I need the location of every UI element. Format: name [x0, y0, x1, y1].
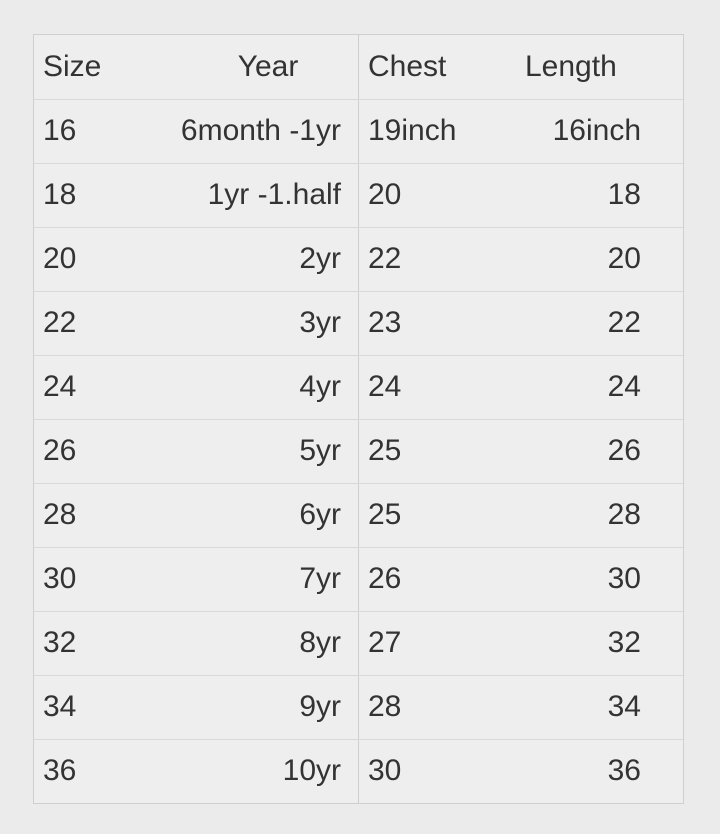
- row-divider: [34, 611, 683, 612]
- table-cell: 20: [607, 242, 641, 275]
- table-cell: 23: [368, 306, 402, 339]
- row-divider: [34, 675, 683, 676]
- table-cell: 27: [368, 626, 402, 659]
- table-cell: 19inch: [368, 114, 457, 147]
- table-cell: 1yr -1.half: [207, 178, 341, 211]
- row-divider: [34, 547, 683, 548]
- row-divider: [34, 291, 683, 292]
- table-cell: 18: [607, 178, 641, 211]
- table-cell: 26: [368, 562, 402, 595]
- table-cell: 34: [607, 690, 641, 723]
- table-cell: 2yr: [299, 242, 341, 275]
- table-cell: 4yr: [299, 370, 341, 403]
- table-cell: 30: [43, 562, 77, 595]
- table-cell: 6yr: [299, 498, 341, 531]
- table-cell: 28: [607, 498, 641, 531]
- row-divider: [34, 227, 683, 228]
- table-cell: 34: [43, 690, 77, 723]
- table-cell: 28: [368, 690, 402, 723]
- row-divider: [34, 739, 683, 740]
- table-cell: 25: [368, 498, 402, 531]
- table-cell: 24: [368, 370, 402, 403]
- table-cell: 7yr: [299, 562, 341, 595]
- table-cell: 24: [607, 370, 641, 403]
- table-cell: 24: [43, 370, 77, 403]
- row-divider: [34, 483, 683, 484]
- table-cell: 32: [607, 626, 641, 659]
- size-table: Size Year Chest Length 16 6month -1yr 19inch 16…: [33, 34, 684, 804]
- table-cell: 20: [368, 178, 402, 211]
- table-cell: 22: [607, 306, 641, 339]
- table-cell: 5yr: [299, 434, 341, 467]
- table-cell: 20: [43, 242, 77, 275]
- table-cell: 25: [368, 434, 402, 467]
- table-cell: 6month -1yr: [180, 114, 341, 147]
- table-cell: 8yr: [299, 626, 341, 659]
- table-cell: 36: [43, 754, 77, 787]
- row-divider: [34, 419, 683, 420]
- header-cell: Length: [525, 50, 617, 83]
- row-divider: [34, 355, 683, 356]
- row-divider: [34, 163, 683, 164]
- table-cell: 18: [43, 178, 77, 211]
- table-cell: 30: [607, 562, 641, 595]
- table-cell: 30: [368, 754, 402, 787]
- table-cell: 10yr: [282, 754, 341, 787]
- table-cell: 26: [43, 434, 77, 467]
- header-cell: Chest: [368, 50, 447, 83]
- table-cell: 28: [43, 498, 77, 531]
- table-cell: 26: [607, 434, 641, 467]
- header-cell: Size: [43, 50, 102, 83]
- table-cell: 3yr: [299, 306, 341, 339]
- table-cell: 32: [43, 626, 77, 659]
- table-cell: 22: [368, 242, 402, 275]
- row-divider: [34, 99, 683, 100]
- table-cell: 22: [43, 306, 77, 339]
- header-cell: Year: [237, 50, 299, 83]
- table-cell: 9yr: [299, 690, 341, 723]
- table-cell: 16: [43, 114, 77, 147]
- table-cell: 36: [607, 754, 641, 787]
- table-cell: 16inch: [552, 114, 641, 147]
